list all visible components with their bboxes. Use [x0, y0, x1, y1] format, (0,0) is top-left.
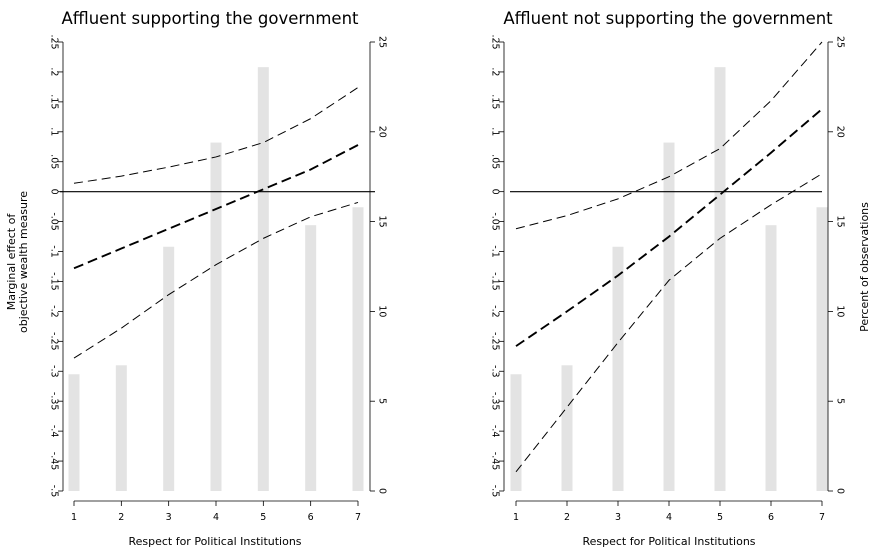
histogram-bar [115, 365, 127, 491]
panel-1: -.5 -.45 -.4 -.35 -.3 -.25 -.2 -.15 -.1 -.05 0 .05.… [5, 9, 388, 548]
histogram-bar [210, 142, 222, 492]
left-axis-tick-label: -.1 [49, 245, 60, 257]
histogram-bar [663, 142, 675, 492]
lower-ci-line [73, 201, 359, 359]
histogram-bar [163, 246, 175, 491]
panel-2: -.5 -.45 -.4 -.35 -.3 -.25 -.2 -.15 -.1 -.05 0 .05.… [490, 9, 872, 548]
lower-ci-line [515, 173, 823, 473]
left-axis-tick-label: .05 [49, 154, 60, 169]
left-axis-tick-label: -.3 [490, 365, 501, 378]
left-axis-tick-label: -.15 [490, 272, 501, 291]
left-axis-tick-label: -.35 [490, 392, 501, 411]
bottom-axis-tick-label: 4 [213, 512, 219, 523]
bottom-axis-tick-label: 1 [513, 512, 519, 523]
right-axis-tick-label: 25 [377, 36, 388, 48]
left-axis-tick-label: -.2 [490, 305, 501, 318]
left-axis-tick-label: -.45 [49, 452, 60, 471]
bottom-axis-tick-label: 3 [615, 512, 621, 523]
right-axis-tick-label: 15 [835, 216, 846, 228]
histogram-bar [510, 374, 522, 491]
bottom-axis-tick-label: 4 [666, 512, 672, 523]
histogram-bar [561, 365, 573, 491]
left-axis-tick-label: .15 [49, 94, 60, 109]
bottom-axis-tick-label: 5 [717, 512, 723, 523]
left-axis-tick-label: 0 [49, 189, 60, 195]
bottom-axis-tick-label: 7 [355, 512, 361, 523]
x-axis-label: Respect for Political Institutions [582, 535, 755, 548]
left-axis-tick-label: .25 [490, 34, 501, 49]
right-axis-tick-label: 5 [835, 398, 846, 404]
panel-title: Affluent supporting the government [61, 9, 359, 28]
left-axis-tick-label: -.5 [49, 485, 60, 498]
left-axis-tick-label: -.5 [490, 485, 501, 498]
histogram-bar [612, 246, 624, 491]
right-axis-tick-label: 10 [835, 305, 846, 317]
left-axis-tick-label: -.4 [49, 425, 60, 438]
left-axis-tick-label: -.35 [49, 392, 60, 411]
left-axis-tick-label: -.05 [490, 212, 501, 231]
y-axis-label: Marginal effect of [5, 213, 18, 311]
histogram-bar [352, 207, 364, 491]
histogram-bar [816, 207, 828, 491]
panel-title: Affluent not supporting the government [503, 9, 833, 28]
left-axis-tick-label: -.15 [49, 272, 60, 291]
right-axis-tick-label: 20 [835, 126, 846, 138]
right-axis-tick-label: 5 [377, 398, 388, 404]
bottom-axis-tick-label: 7 [819, 512, 825, 523]
left-axis-tick-label: -.4 [490, 425, 501, 438]
left-axis-tick-label: -.2 [49, 305, 60, 318]
left-axis-tick-label: .1 [490, 127, 501, 136]
bottom-axis-tick-label: 1 [71, 512, 77, 523]
left-axis-tick-label: .05 [490, 154, 501, 169]
left-axis-tick-label: 0 [490, 189, 501, 195]
histogram-bar [305, 225, 317, 491]
left-axis-tick-label: -.25 [49, 332, 60, 351]
histogram-bar [68, 374, 80, 491]
y2-axis-label: Percent of observations [858, 202, 871, 332]
right-axis-tick-label: 20 [377, 126, 388, 138]
histogram-bar [765, 225, 777, 491]
left-axis-tick-label: -.3 [49, 365, 60, 378]
right-axis-tick-label: 15 [377, 216, 388, 228]
left-axis-tick-label: -.1 [490, 245, 501, 257]
y-axis-label: objective wealth measure [17, 191, 30, 333]
left-axis-tick-label: -.05 [49, 212, 60, 231]
bottom-axis-tick-label: 2 [564, 512, 570, 523]
left-axis-tick-label: .2 [49, 67, 60, 76]
left-axis-tick-label: -.25 [490, 332, 501, 351]
bottom-axis-tick-label: 6 [308, 512, 314, 523]
bottom-axis-tick-label: 3 [166, 512, 172, 523]
left-axis-tick-label: -.45 [490, 452, 501, 471]
histogram-bar [257, 67, 269, 492]
right-axis-tick-label: 0 [377, 488, 388, 494]
upper-ci-line [515, 41, 823, 230]
estimate-line [515, 108, 823, 347]
left-axis-tick-label: .15 [490, 94, 501, 109]
estimate-line [73, 144, 359, 270]
histogram-bar [714, 67, 726, 492]
right-axis-tick-label: 0 [835, 488, 846, 494]
upper-ci-line [73, 87, 359, 184]
left-axis-tick-label: .25 [49, 34, 60, 49]
x-axis-label: Respect for Political Institutions [128, 535, 301, 548]
left-axis-tick-label: .1 [49, 127, 60, 136]
right-axis-tick-label: 25 [835, 36, 846, 48]
bottom-axis-tick-label: 5 [260, 512, 266, 523]
right-axis-tick-label: 10 [377, 305, 388, 317]
bottom-axis-tick-label: 2 [118, 512, 124, 523]
bottom-axis-tick-label: 6 [768, 512, 774, 523]
left-axis-tick-label: .2 [490, 67, 501, 76]
